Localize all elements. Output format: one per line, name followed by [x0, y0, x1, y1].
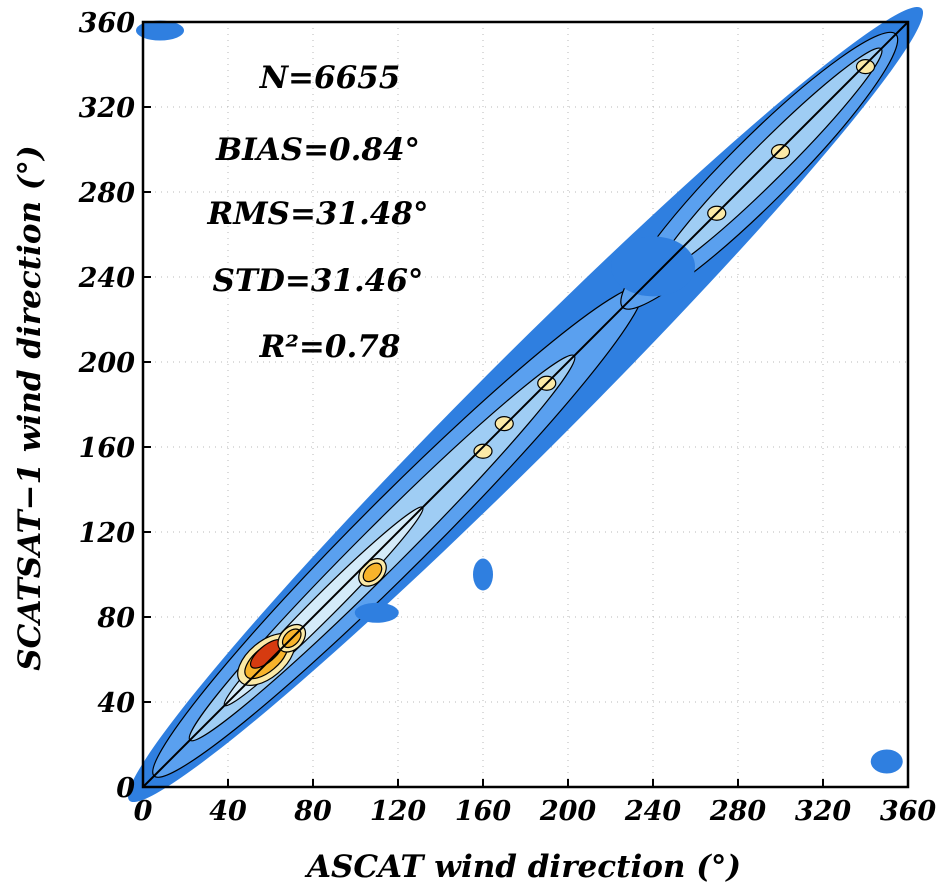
outlier-patch: [354, 602, 399, 623]
x-tick-label: 120: [370, 796, 427, 827]
outlier-patch: [473, 558, 493, 591]
outlier-patch: [870, 749, 903, 774]
one-to-one-line: [142, 21, 909, 788]
density-contours: [127, 6, 924, 803]
x-tick-label: 280: [709, 796, 767, 827]
stat-rms: RMS=31.48°: [206, 196, 428, 232]
density-peak: [362, 562, 383, 583]
y-tick-label: 240: [78, 263, 136, 294]
x-tick-label: 0: [134, 796, 153, 827]
stat-r2: R²=0.78: [259, 329, 401, 365]
y-tick-label: 160: [79, 433, 136, 464]
stat-std: STD=31.46°: [213, 263, 424, 299]
y-axis-title: SCATSAT−1 wind direction (°): [12, 145, 48, 670]
x-tick-label: 360: [880, 796, 937, 827]
stat-n: N=6655: [259, 60, 401, 96]
y-tick-label: 0: [116, 773, 135, 804]
density-peak: [473, 443, 493, 459]
x-tick-label: 240: [624, 796, 682, 827]
x-tick-label: 160: [455, 796, 512, 827]
x-axis-ticks: 0 40 80 120 160 200 240 280 320 360: [134, 779, 937, 827]
y-tick-label: 280: [78, 178, 136, 209]
outlier-patch: [611, 236, 695, 297]
reference-line: [142, 21, 909, 788]
x-axis-title: ASCAT wind direction (°): [304, 849, 741, 885]
x-tick-label: 80: [293, 796, 332, 827]
stat-bias: BIAS=0.84°: [215, 132, 420, 168]
plot-frame: [141, 20, 910, 789]
x-tick-label: 320: [795, 796, 852, 827]
outlier-patch: [136, 20, 184, 41]
y-tick-label: 40: [97, 688, 135, 719]
y-tick-label: 200: [78, 348, 136, 379]
x-tick-label: 40: [209, 796, 247, 827]
y-tick-label: 320: [79, 93, 136, 124]
x-tick-label: 200: [539, 796, 597, 827]
y-tick-label: 120: [79, 518, 136, 549]
y-axis-ticks: 0 40 80 120 160 200 240 280 320 360: [78, 8, 151, 804]
y-tick-label: 80: [96, 603, 135, 634]
y-tick-label: 360: [79, 8, 136, 39]
